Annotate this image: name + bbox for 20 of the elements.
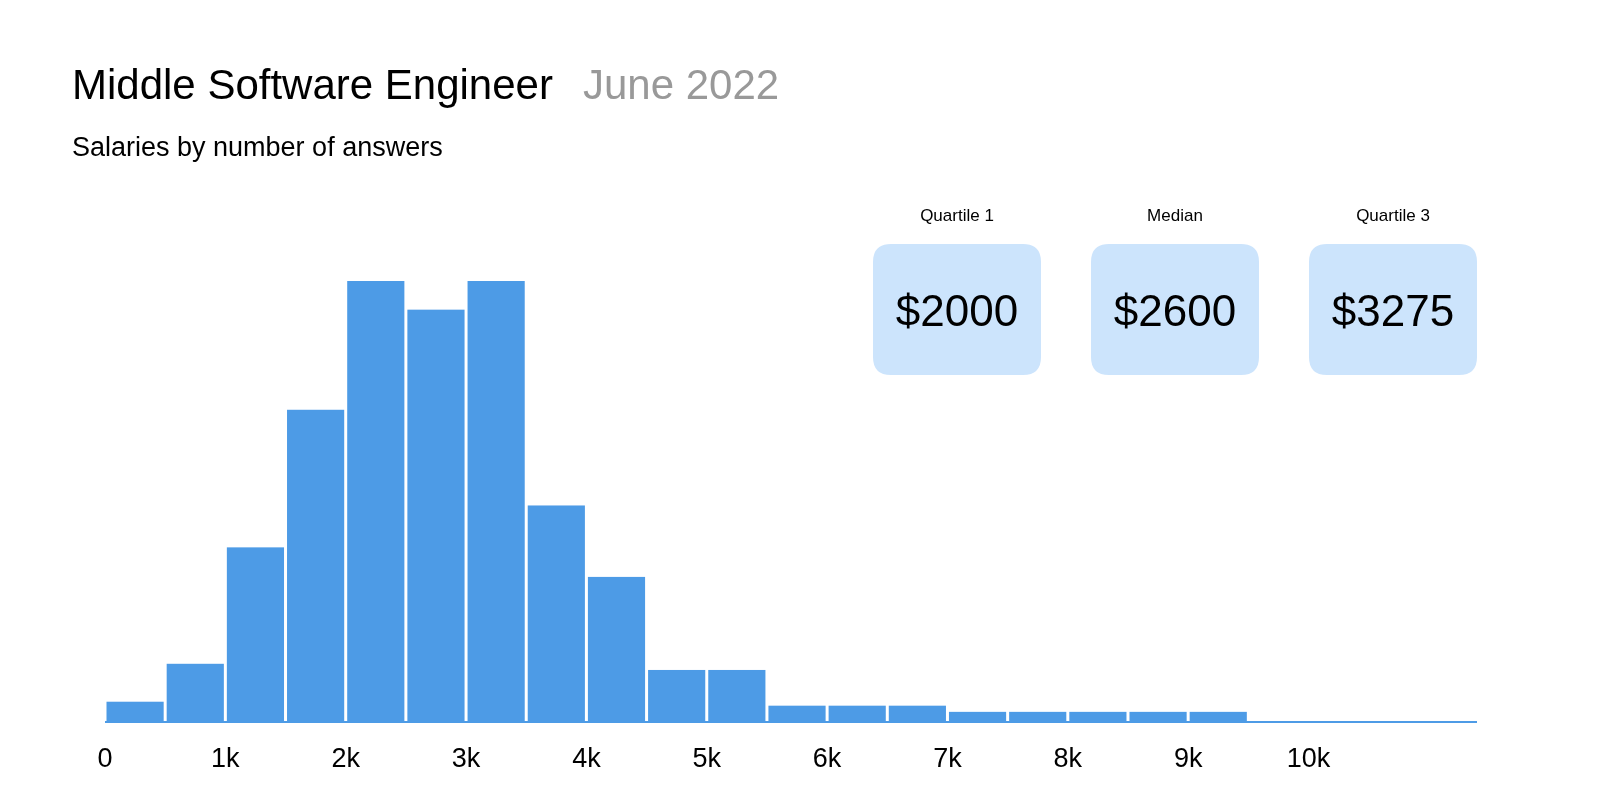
- x-tick-label: 3k: [451, 743, 481, 773]
- x-tick-label: 10k: [1286, 743, 1331, 773]
- text: Median: [1147, 206, 1203, 225]
- x-tick-label: 5k: [692, 743, 722, 773]
- x-tick-label: 6k: [812, 743, 842, 773]
- chart-title: Middle Software Engineer: [72, 61, 553, 108]
- text: June 2022: [582, 61, 780, 108]
- text: Quartile 1: [920, 206, 994, 225]
- x-tick-label: 0: [97, 743, 113, 773]
- annotation: $2000: [895, 286, 1019, 335]
- annotation: $3275: [1331, 286, 1455, 335]
- x-tick-label: 2k: [331, 743, 361, 773]
- x-tick-label: 4k: [572, 743, 602, 773]
- x-tick-label: 7k: [933, 743, 963, 773]
- x-tick-label: 9k: [1173, 743, 1203, 773]
- x-tick-label: 1k: [211, 743, 241, 773]
- x-tick-label: 8k: [1053, 743, 1083, 773]
- chart-subtitle: Salaries by number of answers: [72, 132, 443, 162]
- annotation: $2600: [1113, 286, 1237, 335]
- text: Quartile 3: [1356, 206, 1430, 225]
